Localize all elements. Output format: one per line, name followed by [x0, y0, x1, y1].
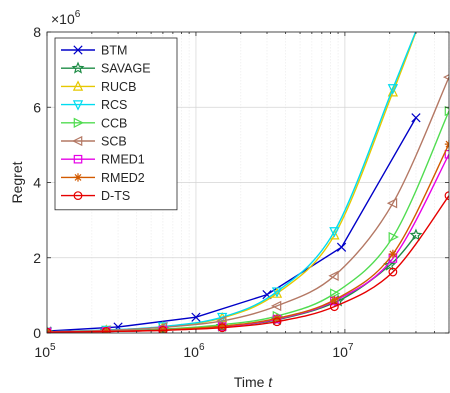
y-tick-label: 4: [33, 175, 41, 191]
y-tick-label: 2: [33, 250, 41, 266]
point-ccb: [388, 231, 399, 243]
point-d-ts: [217, 323, 227, 333]
point-d-ts: [388, 267, 398, 277]
legend-label-rmed1: RMED1: [101, 153, 145, 167]
legend-label-scb: SCB: [101, 135, 127, 149]
legend-item-d-ts: D-TS: [61, 189, 130, 203]
legend: BTM SAVAGE RUCB RCS CCB SCB RMED1 RMED2 D-TS: [54, 37, 178, 211]
legend-marker-ccb: [73, 117, 85, 128]
legend-item-savage: SAVAGE: [61, 61, 151, 76]
point-rmed2: [388, 249, 398, 259]
legend-marker-savage: [71, 61, 85, 74]
point-d-ts: [158, 325, 168, 333]
point-scb: [328, 270, 339, 281]
x-tick-label: 106: [183, 342, 205, 360]
point-rcs: [387, 84, 399, 95]
point-scb: [386, 198, 398, 209]
y-axis-ticks: 0 2 4 6 8: [33, 24, 449, 341]
point-scb: [442, 74, 449, 81]
legend-label-savage: SAVAGE: [101, 62, 151, 76]
point-d-ts: [329, 302, 339, 312]
point-btm: [191, 312, 201, 322]
point-rucb: [387, 86, 399, 97]
line-d-ts: [47, 195, 449, 333]
legend-marker-scb: [71, 135, 83, 147]
line-scb: [47, 76, 449, 333]
x-tick-label: 105: [34, 342, 56, 360]
legend-marker-btm: [73, 45, 83, 55]
y-multiplier-label: ×106: [51, 9, 81, 27]
legend-marker-rmed1: [73, 154, 83, 164]
legend-label-ccb: CCB: [101, 116, 127, 130]
point-rmed2: [330, 295, 339, 305]
legend-marker-rcs: [72, 100, 84, 111]
point-d-ts: [272, 317, 282, 327]
legend-item-ccb: CCB: [61, 116, 127, 130]
point-savage: [409, 228, 423, 241]
legend-label-rucb: RUCB: [101, 80, 136, 94]
point-rmed2: [217, 322, 227, 331]
point-btm: [336, 242, 347, 252]
point-d-ts: [101, 327, 111, 333]
legend-item-rucb: RUCB: [61, 80, 136, 94]
point-rcs: [416, 17, 424, 25]
legend-label-rcs: RCS: [101, 98, 127, 112]
y-axis-label: Regret: [9, 161, 25, 203]
y-tick-label: 8: [33, 24, 41, 40]
point-btm: [411, 113, 421, 123]
legend-marker-rucb: [72, 80, 84, 91]
point-ccb: [330, 288, 341, 299]
point-rcs: [271, 287, 283, 298]
legend-label-btm: BTM: [101, 44, 127, 58]
legend-label-d-ts: D-TS: [101, 189, 130, 203]
legend-item-rcs: RCS: [61, 98, 127, 112]
point-scb: [270, 300, 282, 312]
legend-item-rmed1: RMED1: [61, 153, 145, 167]
point-d-ts: [444, 191, 449, 201]
legend-item-scb: SCB: [61, 135, 127, 149]
x-axis-label: Time t: [234, 374, 273, 390]
x-axis-ticks: 105 106 107: [34, 32, 450, 360]
legend-item-btm: BTM: [61, 44, 127, 58]
legend-item-rmed2: RMED2: [61, 171, 145, 185]
point-rcs: [329, 227, 340, 238]
legend-marker-d-ts: [73, 191, 83, 201]
x-tick-label: 107: [332, 342, 354, 360]
legend-marker-rmed2: [73, 173, 83, 182]
legend-label-rmed2: RMED2: [101, 171, 145, 185]
point-rucb: [416, 16, 424, 24]
plot-series: [47, 16, 449, 333]
y-tick-label: 0: [33, 325, 41, 341]
point-ccb: [444, 105, 449, 117]
y-tick-label: 6: [33, 99, 41, 115]
